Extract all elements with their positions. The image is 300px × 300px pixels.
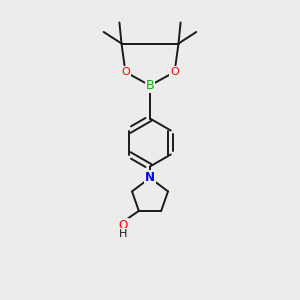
Text: O: O <box>121 67 130 77</box>
Text: N: N <box>145 171 155 184</box>
Text: O: O <box>118 219 128 232</box>
Text: O: O <box>170 67 179 77</box>
Text: H: H <box>119 229 127 239</box>
Text: B: B <box>146 79 154 92</box>
